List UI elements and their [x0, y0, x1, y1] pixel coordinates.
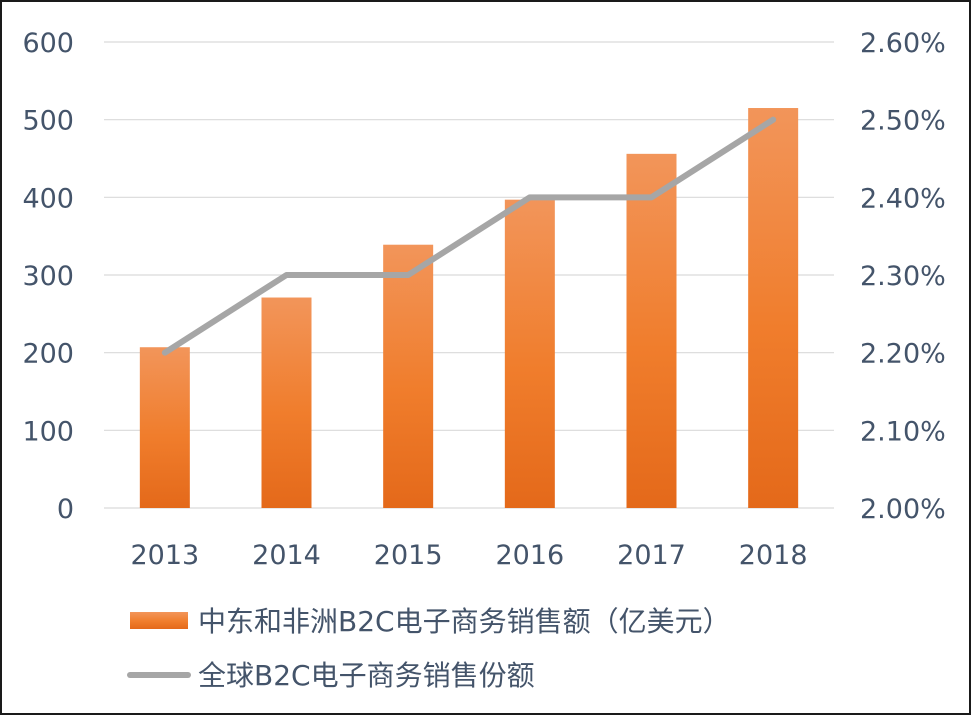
bar: [627, 154, 677, 508]
legend: 中东和非洲B2C电子商务销售额（亿美元） 全球B2C电子商务销售份额: [130, 605, 731, 692]
x-tick-label: 2018: [739, 540, 808, 571]
left-tick-label: 200: [22, 339, 74, 370]
right-axis: 2.00% 2.10% 2.20% 2.30% 2.40% 2.50% 2.60%: [860, 28, 946, 525]
x-tick-label: 2016: [495, 540, 564, 571]
bar: [748, 108, 798, 508]
bar: [383, 245, 433, 508]
right-tick-label: 2.40%: [860, 183, 946, 214]
right-tick-label: 2.30%: [860, 261, 946, 292]
legend-label-share: 全球B2C电子商务销售份额: [198, 659, 535, 692]
gridlines: [104, 42, 834, 508]
x-axis: 2013 2014 2015 2016 2017 2018: [130, 540, 807, 571]
legend-item-sales: 中东和非洲B2C电子商务销售额（亿美元）: [130, 605, 731, 638]
share-line: [165, 120, 773, 353]
left-tick-label: 500: [22, 106, 74, 137]
line-series: [165, 120, 774, 353]
left-tick-label: 0: [57, 494, 74, 525]
bar: [505, 200, 555, 508]
right-tick-label: 2.50%: [860, 106, 946, 137]
left-tick-label: 300: [22, 261, 74, 292]
right-tick-label: 2.10%: [860, 416, 946, 447]
left-tick-label: 100: [22, 416, 74, 447]
bar: [140, 347, 190, 508]
x-tick-label: 2015: [374, 540, 443, 571]
right-tick-label: 2.60%: [860, 28, 946, 59]
bar: [262, 298, 312, 508]
right-tick-label: 2.00%: [860, 494, 946, 525]
x-tick-label: 2017: [617, 540, 686, 571]
left-tick-label: 400: [22, 183, 74, 214]
legend-label-sales: 中东和非洲B2C电子商务销售额（亿美元）: [198, 605, 731, 638]
x-tick-label: 2014: [252, 540, 321, 571]
left-tick-label: 600: [22, 28, 74, 59]
left-axis: 0 100 200 300 400 500 600: [22, 28, 74, 525]
legend-item-share: 全球B2C电子商务销售份额: [130, 659, 535, 692]
legend-bar-swatch: [130, 612, 188, 629]
x-tick-label: 2013: [130, 540, 199, 571]
right-tick-label: 2.20%: [860, 339, 946, 370]
